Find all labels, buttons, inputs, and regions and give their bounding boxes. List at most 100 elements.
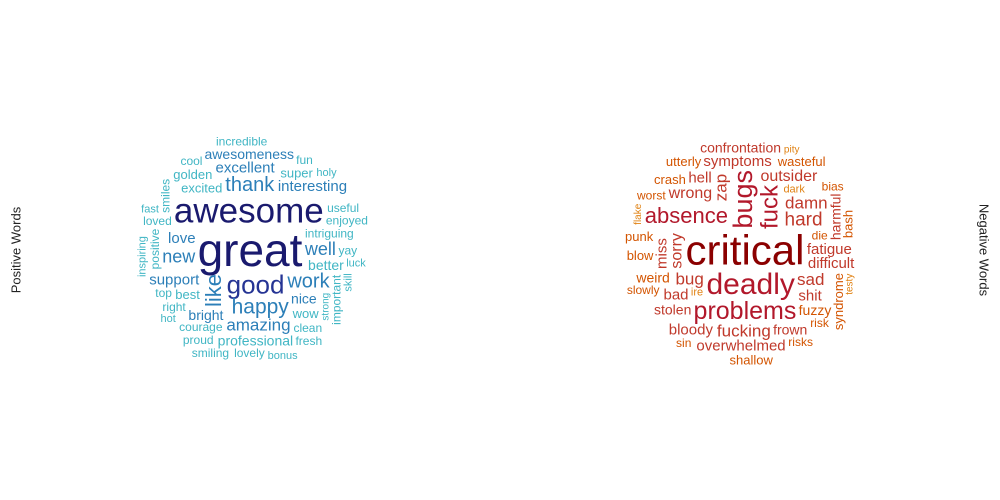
negative-word: bad <box>663 286 688 303</box>
negative-word: wasteful <box>777 154 826 169</box>
positive-word: wow <box>292 306 320 321</box>
positive-word: inspiring <box>137 236 149 277</box>
negative-word: blow <box>627 248 654 263</box>
negative-word: critical <box>685 227 804 274</box>
negative-word: miss <box>653 238 670 269</box>
negative-word: problems <box>694 297 797 325</box>
positive-word: new <box>162 247 196 267</box>
negative-word: difficult <box>808 255 855 272</box>
negative-word: deadly <box>706 268 794 301</box>
positive-word: super <box>280 166 313 181</box>
positive-word: work <box>286 271 330 293</box>
negative-word: syndrome <box>831 273 846 330</box>
negative-word: testy <box>844 274 855 295</box>
negative-word: flake <box>633 203 644 225</box>
positive-word: golden <box>173 167 212 182</box>
positive-word: love <box>168 230 196 247</box>
negative-word: frown <box>773 321 807 337</box>
positive-word: luck <box>346 257 366 269</box>
positive-word: intriguing <box>305 227 354 241</box>
negative-word: bias <box>822 179 844 193</box>
positive-word: fresh <box>295 334 322 348</box>
negative-word: crash <box>654 172 686 187</box>
negative-word: bash <box>841 210 856 238</box>
negative-word: hard <box>785 210 823 231</box>
positive-word: nice <box>291 291 317 307</box>
negative-word: ire <box>691 287 703 299</box>
positive-word: loved <box>143 214 172 228</box>
positive-word: happy <box>232 295 290 318</box>
negative-word: die <box>812 229 828 243</box>
positive-word: important <box>330 274 344 325</box>
positive-word: hot <box>160 313 175 325</box>
negative-word: wrong <box>668 185 713 202</box>
positive-word: well <box>304 239 336 259</box>
positive-word: incredible <box>216 135 268 149</box>
positive-word: clean <box>293 321 322 335</box>
positive-word: bonus <box>268 350 298 362</box>
negative-word: fuck <box>757 184 784 229</box>
negative-word: overwhelmed <box>696 338 785 355</box>
positive-word: excellent <box>215 160 275 177</box>
negative-word: absence <box>645 203 728 228</box>
negative-word: sin <box>676 336 691 350</box>
negative-word: worst <box>636 189 666 203</box>
negative-word: damn <box>785 193 828 212</box>
positive-word: best <box>175 287 200 302</box>
positive-word: bright <box>188 307 223 323</box>
positive-word: like <box>201 274 226 307</box>
negative-word: stolen <box>654 302 691 318</box>
positive-word: fun <box>296 153 313 167</box>
negative-word: symptoms <box>703 153 771 170</box>
positive-word: great <box>198 224 303 276</box>
negative-word: utterly <box>666 154 702 169</box>
negative-word: pity <box>784 144 800 155</box>
positive-word: amazing <box>226 316 290 335</box>
negative-word: zap <box>712 174 731 201</box>
positive-word: professional <box>218 332 294 348</box>
positive-word: awesome <box>174 192 324 231</box>
positive-word: top <box>155 286 172 300</box>
positive-word: cool <box>180 154 202 168</box>
negative-word: bloody <box>669 322 714 339</box>
negative-word: harmful <box>827 193 843 240</box>
positive-word: interesting <box>278 178 347 195</box>
positive-word: fast <box>141 204 159 216</box>
positive-word: smiles <box>159 179 173 213</box>
positive-word: strong <box>320 293 331 321</box>
negative-word: weird <box>635 270 669 286</box>
negative-word: sad <box>797 270 824 289</box>
positive-word: thank <box>225 174 275 196</box>
positive-word: holy <box>316 167 337 179</box>
positive-word: useful <box>327 201 359 215</box>
negative-word: bugs <box>728 170 758 229</box>
negative-word: risk <box>810 316 830 330</box>
negative-word: shit <box>798 288 822 305</box>
negative-word: confrontation <box>700 140 781 156</box>
positive-word: skill <box>342 273 354 291</box>
negative-word: punk <box>625 229 654 244</box>
positive-word: yay <box>338 244 357 258</box>
negative-word: fatigue <box>807 241 852 258</box>
negative-word: risks <box>788 335 813 349</box>
positive-word: lovely <box>234 346 265 360</box>
negative-word: slowly <box>627 283 660 297</box>
negative-word: fucking <box>717 321 771 340</box>
positive-word: good <box>227 269 285 299</box>
positive-word: better <box>308 257 344 273</box>
negative-word: outsider <box>760 168 818 185</box>
positive-word: awesomeness <box>205 146 295 162</box>
negative-word: shallow <box>730 352 774 367</box>
positive-word: smiling <box>192 346 229 360</box>
positive-word: positive <box>148 228 162 269</box>
positive-word: enjoyed <box>326 213 368 227</box>
positive-word: right <box>162 300 186 314</box>
negative-word: bug <box>675 269 703 288</box>
positive-word: excited <box>181 181 222 196</box>
negative-word: hell <box>688 169 711 186</box>
positive-word: support <box>149 272 200 289</box>
negative-word: fuzzy <box>799 302 832 318</box>
